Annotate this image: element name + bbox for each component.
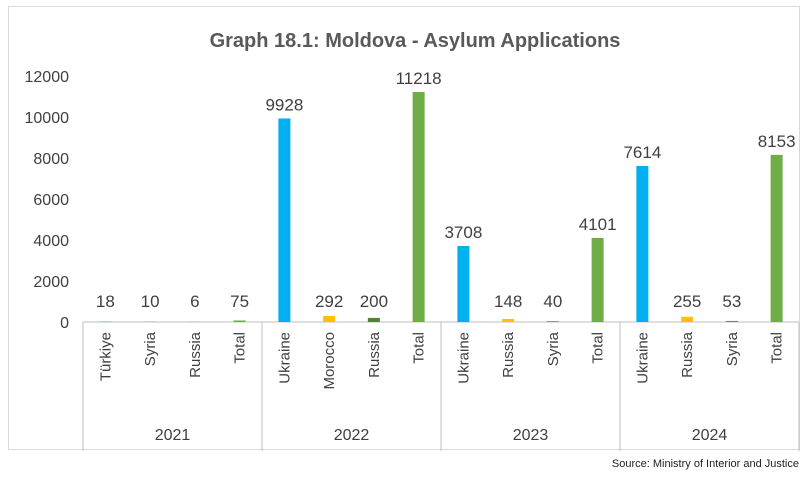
bar: [546, 321, 559, 322]
x-category-label: Russia: [187, 331, 204, 378]
x-category-label: Syria: [545, 331, 562, 366]
bar: [681, 316, 694, 322]
x-category-label: Total: [769, 332, 786, 364]
x-group-label: 2023: [513, 427, 549, 444]
data-label: 75: [230, 292, 249, 311]
data-label: 200: [360, 292, 388, 311]
x-category-label: Russia: [500, 331, 517, 378]
data-label: 6: [190, 292, 199, 311]
x-category-label: Russia: [366, 331, 383, 378]
bar: [412, 92, 425, 322]
data-label: 11218: [396, 69, 442, 88]
bar: [502, 318, 515, 322]
x-category-label: Ukraine: [455, 332, 472, 384]
y-tick-label: 10000: [25, 110, 70, 127]
data-label: 40: [543, 292, 562, 311]
bar: [367, 317, 380, 322]
data-label: 18: [96, 292, 115, 311]
data-label: 53: [722, 292, 741, 311]
bar: [457, 245, 470, 322]
data-label: 255: [673, 292, 701, 311]
chart-title: Graph 18.1: Moldova - Asylum Application…: [210, 30, 621, 52]
data-label: 4101: [579, 215, 617, 234]
x-category-label: Morocco: [321, 332, 338, 390]
x-category-label: Ukraine: [634, 332, 651, 384]
y-tick-label: 8000: [33, 151, 69, 168]
bar: [770, 154, 783, 322]
x-category-label: Total: [232, 332, 249, 364]
y-tick-label: 12000: [25, 69, 70, 86]
x-group-label: 2021: [155, 427, 191, 444]
y-tick-label: 6000: [33, 192, 69, 209]
x-category-label: Total: [590, 332, 607, 364]
x-group-label: 2022: [334, 427, 370, 444]
bar: [591, 237, 604, 322]
chart-frame: Graph 18.1: Moldova - Asylum Application…: [8, 6, 800, 451]
y-tick-label: 2000: [33, 274, 69, 291]
data-label: 3708: [444, 223, 482, 242]
data-label: 7614: [623, 143, 661, 162]
x-category-label: Russia: [679, 331, 696, 378]
bar: [233, 320, 246, 322]
x-group-label: 2024: [692, 427, 728, 444]
bar: [725, 320, 738, 322]
data-label: 148: [494, 292, 522, 311]
y-tick-label: 4000: [33, 233, 69, 250]
bar: [323, 316, 336, 322]
bar-chart: Graph 18.1: Moldova - Asylum Application…: [25, 30, 800, 451]
x-category-label: Türkiye: [97, 332, 114, 381]
source-note: Source: Ministry of Interior and Justice: [611, 458, 799, 470]
bar: [278, 118, 291, 322]
data-label: 292: [315, 292, 343, 311]
bar: [636, 165, 649, 322]
x-category-label: Total: [411, 332, 428, 364]
x-category-label: Syria: [724, 331, 741, 366]
data-label: 8153: [758, 132, 796, 151]
data-label: 10: [141, 292, 160, 311]
data-label: 9928: [265, 95, 303, 114]
y-tick-label: 0: [60, 315, 69, 332]
x-category-label: Syria: [142, 331, 159, 366]
x-category-label: Ukraine: [276, 332, 293, 384]
